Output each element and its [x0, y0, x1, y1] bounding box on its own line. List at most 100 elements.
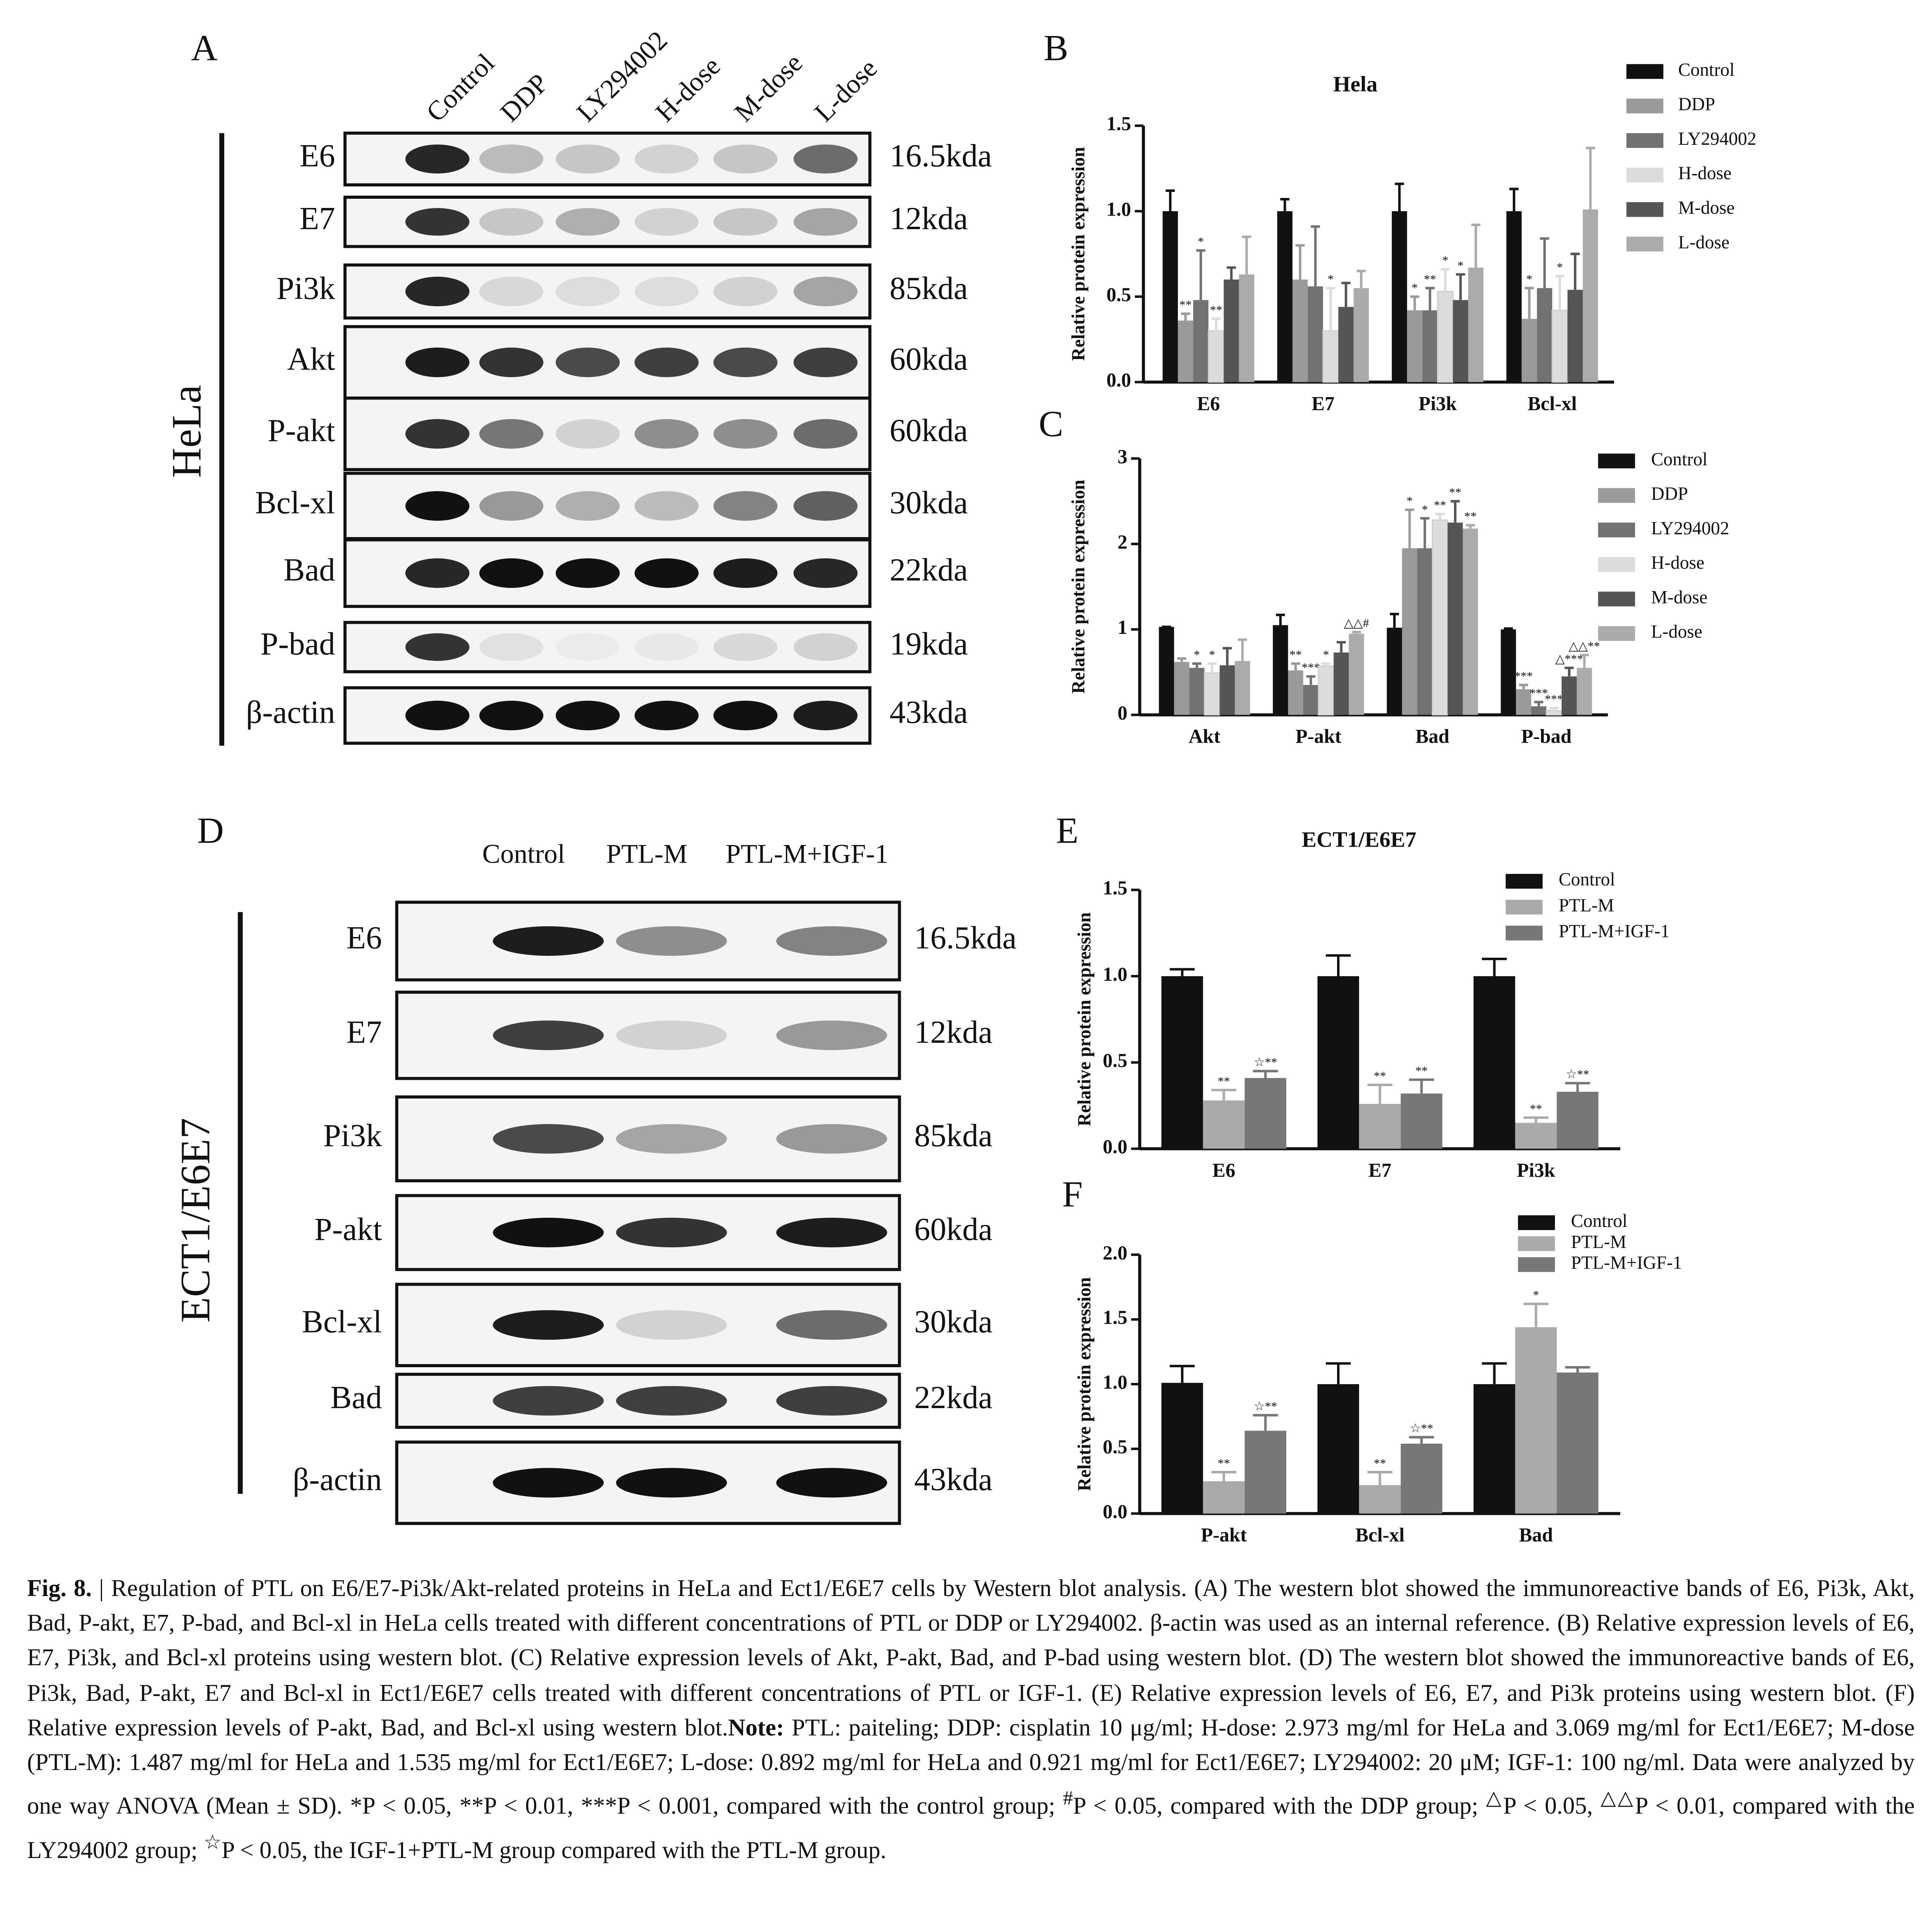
bar: [1422, 310, 1438, 382]
caption-segment: P < 0.05, compared with the DDP group;: [1073, 1794, 1486, 1820]
blot-band: [493, 926, 604, 956]
blot-band: [635, 348, 699, 378]
bar: [1401, 1443, 1443, 1514]
blot-band: [776, 926, 887, 956]
error-bar: [1525, 287, 1534, 319]
lane-label: DDP: [494, 68, 554, 128]
bar: [1204, 672, 1220, 716]
protein-label: β-actin: [246, 695, 335, 730]
bar: [1161, 976, 1203, 1149]
error-bar: [1409, 1078, 1434, 1094]
y-axis-label: Relative protein expression: [1068, 480, 1088, 694]
error-bar: [1170, 968, 1195, 976]
lane-label: M-dose: [728, 48, 808, 127]
error-bar: [1238, 638, 1247, 661]
bar: [1159, 627, 1174, 715]
legend-swatch: [1598, 626, 1635, 641]
bar: [1551, 310, 1568, 383]
bar: [1473, 1384, 1515, 1514]
blot-band: [616, 926, 727, 956]
y-tick-label: 1.0: [1103, 963, 1128, 985]
error-bar: [1466, 524, 1475, 529]
blot-band: [493, 1310, 604, 1340]
blot-band: [405, 491, 470, 521]
error-bar: [1242, 236, 1251, 275]
error-bar: [1549, 707, 1559, 711]
y-tick-label: 2: [1118, 531, 1128, 553]
y-tick-label: 3: [1118, 446, 1128, 468]
molecular-weight: 43kda: [890, 695, 968, 730]
bar: [1437, 291, 1454, 383]
significance-mark: △△#: [1344, 616, 1369, 630]
molecular-weight: 30kda: [890, 485, 968, 521]
protein-label: β-actin: [293, 1462, 382, 1497]
bar: [1431, 519, 1449, 716]
bar: [1277, 211, 1293, 382]
y-tick-label: 0.5: [1103, 1049, 1128, 1071]
bar: [1401, 1093, 1443, 1149]
blot-band: [555, 491, 620, 521]
significance-mark: *: [1407, 494, 1413, 507]
bar: [1407, 310, 1423, 382]
error-bar: [1276, 613, 1285, 625]
blot-band: [713, 491, 778, 521]
error-bar: [1211, 1089, 1237, 1101]
legend-swatch: [1598, 522, 1635, 537]
protein-label: Bcl-xl: [255, 485, 335, 521]
blot-band: [479, 348, 543, 378]
error-bar: [1291, 662, 1300, 671]
significance-mark: *: [1198, 235, 1204, 248]
blot-band: [493, 1386, 604, 1416]
blot-band: [616, 1386, 727, 1416]
bar: [1521, 319, 1537, 382]
significance-mark: *: [1557, 260, 1563, 274]
protein-label: Pi3k: [276, 271, 335, 306]
bar: [1557, 1092, 1599, 1149]
legend-swatch: [1598, 591, 1635, 607]
legend-swatch: [1626, 202, 1664, 217]
significance-mark: **: [1180, 298, 1192, 312]
significance-mark: ☆**: [1254, 1399, 1277, 1413]
blot-band: [793, 144, 858, 174]
significance-mark: **: [1374, 1069, 1386, 1083]
blot-band: [616, 1124, 727, 1154]
legend-swatch: [1626, 168, 1664, 183]
caption-segment: ☆: [204, 1831, 222, 1854]
blot-band: [776, 1124, 887, 1154]
error-bar: [1425, 287, 1435, 310]
blot-band: [635, 558, 699, 588]
legend-label: LY294002: [1678, 128, 1756, 149]
protein-label: E6: [299, 138, 335, 174]
legend-label: Control: [1651, 449, 1707, 469]
blot-band: [635, 144, 699, 174]
blot-band: [793, 491, 858, 521]
legend-label: PTL-M: [1571, 1231, 1627, 1252]
y-tick-label: 0: [1118, 702, 1128, 724]
x-tick-label: E7: [1368, 1159, 1391, 1181]
blot-band: [479, 276, 543, 306]
error-bar: [1253, 1070, 1278, 1078]
bar: [1223, 279, 1239, 382]
bar: [1162, 211, 1178, 382]
y-axis-label: Relative protein expression: [1074, 912, 1094, 1126]
blot-band: [616, 1468, 727, 1498]
legend-label: Control: [1559, 869, 1615, 889]
error-bar: [1565, 1082, 1590, 1092]
blot-band: [635, 633, 699, 661]
significance-mark: *: [1323, 648, 1329, 661]
significance-mark: **: [1449, 485, 1461, 499]
legend-swatch: [1626, 64, 1664, 79]
blot-band: [713, 208, 778, 236]
bar: [1537, 288, 1553, 382]
bar: [1567, 290, 1583, 382]
significance-mark: *: [1457, 259, 1463, 272]
blot-band: [776, 1386, 887, 1416]
error-bar: [1326, 287, 1335, 331]
blot-band: [555, 419, 620, 449]
x-tick-label: Pi3k: [1419, 392, 1457, 414]
caption-segment: P < 0.01, compared with the LY294002 gro…: [27, 1794, 1915, 1864]
legend-label: H-dose: [1651, 552, 1704, 573]
blot-band: [635, 276, 699, 306]
blot-band: [635, 419, 699, 449]
